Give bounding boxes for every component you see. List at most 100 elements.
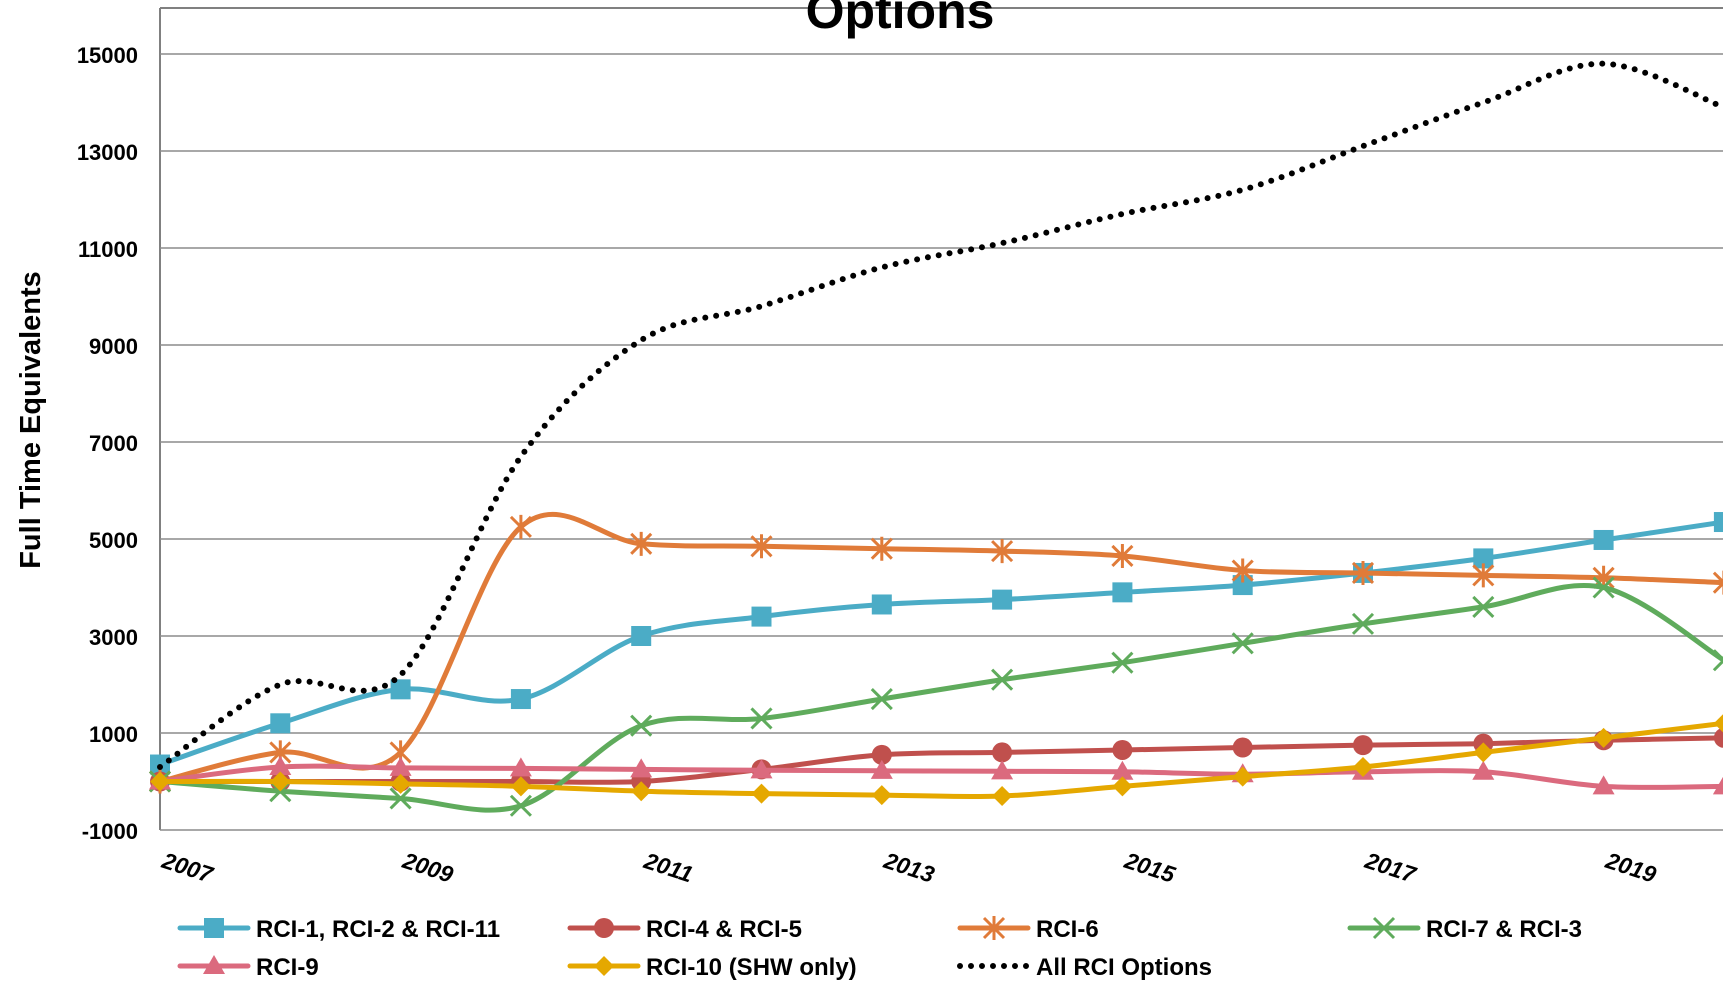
data-point — [1473, 548, 1494, 569]
legend-label: RCI-1, RCI-2 & RCI-11 — [256, 916, 500, 943]
data-point — [1472, 563, 1495, 588]
data-point — [1712, 776, 1723, 795]
x-tick-label: 2007 — [158, 847, 217, 888]
data-point — [389, 756, 412, 776]
data-point — [1592, 775, 1615, 795]
data-point — [871, 744, 892, 765]
y-tick-label: 13000 — [77, 140, 138, 165]
y-tick-label: 11000 — [78, 237, 138, 262]
legend-label: All RCI Options — [1036, 954, 1212, 981]
data-point — [270, 713, 291, 734]
data-point — [1231, 632, 1254, 655]
data-point — [1231, 558, 1254, 583]
data-point — [509, 794, 532, 817]
x-tick-label: 2017 — [1361, 847, 1420, 888]
data-point — [750, 534, 773, 559]
data-point — [871, 594, 892, 615]
legend-marker — [203, 955, 225, 974]
data-point — [269, 755, 292, 775]
data-point — [870, 759, 893, 779]
data-point — [510, 689, 531, 710]
data-point — [1112, 776, 1133, 797]
data-point — [1712, 649, 1723, 672]
data-point — [390, 679, 411, 700]
data-point — [1713, 512, 1723, 533]
data-point — [1473, 742, 1494, 763]
data-point — [871, 785, 892, 806]
legend-marker — [982, 916, 1006, 940]
data-point — [750, 759, 773, 779]
x-tick-label: 2019 — [1602, 847, 1660, 888]
legend-marker — [204, 918, 224, 938]
data-point — [509, 757, 532, 777]
data-point — [630, 531, 653, 556]
y-tick-label: 5000 — [89, 528, 138, 553]
data-point — [631, 626, 652, 646]
chart-title: Options — [806, 0, 995, 39]
data-point — [1593, 727, 1614, 748]
data-point — [1472, 595, 1495, 618]
legend-label: RCI-9 — [256, 954, 319, 981]
data-point — [1713, 714, 1723, 733]
data-point — [1111, 760, 1134, 780]
data-point — [991, 668, 1014, 691]
legend-label: RCI-4 & RCI-5 — [646, 916, 802, 943]
data-point — [870, 687, 893, 711]
legend-label: RCI-6 — [1036, 916, 1099, 943]
y-tick-label: 1000 — [89, 722, 138, 747]
data-point — [1472, 760, 1495, 780]
data-point — [1232, 766, 1253, 787]
legend-marker — [594, 956, 614, 976]
data-point — [1713, 727, 1723, 748]
x-tick-label: 2015 — [1121, 847, 1180, 888]
data-point — [1712, 570, 1723, 595]
legend-marker — [594, 918, 614, 938]
legend-marker — [1372, 916, 1396, 940]
data-point — [992, 589, 1013, 610]
data-point — [1351, 560, 1375, 585]
legend-label: RCI-10 (SHW only) — [646, 954, 857, 981]
data-point — [630, 714, 653, 737]
data-point — [1593, 529, 1614, 550]
y-axis-label: Full Time Equivalents — [15, 271, 47, 569]
data-point — [870, 536, 893, 561]
data-point — [630, 758, 653, 778]
data-point — [1351, 612, 1375, 635]
x-tick-label: 2009 — [399, 847, 457, 888]
data-point — [751, 606, 772, 627]
data-point — [992, 786, 1013, 807]
data-point — [1112, 582, 1133, 603]
x-tick-label: 2011 — [640, 847, 696, 887]
series-line-7 — [157, 60, 1723, 770]
data-point — [390, 773, 411, 794]
data-point — [1232, 737, 1253, 758]
y-tick-label: 3000 — [89, 625, 138, 650]
data-point — [150, 771, 170, 792]
data-point — [992, 742, 1013, 763]
data-point — [991, 539, 1014, 564]
y-tick-label: 7000 — [89, 431, 138, 456]
data-point — [991, 760, 1014, 780]
data-point — [509, 514, 532, 539]
data-point — [1592, 576, 1615, 599]
data-point — [270, 771, 291, 792]
y-tick-label: 9000 — [89, 334, 138, 359]
legend-label: RCI-7 & RCI-3 — [1426, 916, 1582, 943]
series-line-2 — [157, 735, 1723, 785]
data-point — [750, 707, 773, 730]
data-point — [1111, 543, 1134, 568]
data-point — [1232, 575, 1253, 596]
data-point — [631, 781, 652, 802]
data-point — [751, 783, 772, 804]
y-tick-label: -1000 — [82, 819, 138, 844]
data-point — [510, 776, 531, 797]
series-line-4 — [157, 582, 1723, 813]
data-point — [389, 787, 412, 810]
data-point — [1112, 739, 1133, 760]
data-point — [1353, 735, 1373, 756]
data-point — [1353, 756, 1373, 777]
data-point — [1111, 651, 1134, 674]
x-tick-label: 2013 — [880, 847, 938, 888]
